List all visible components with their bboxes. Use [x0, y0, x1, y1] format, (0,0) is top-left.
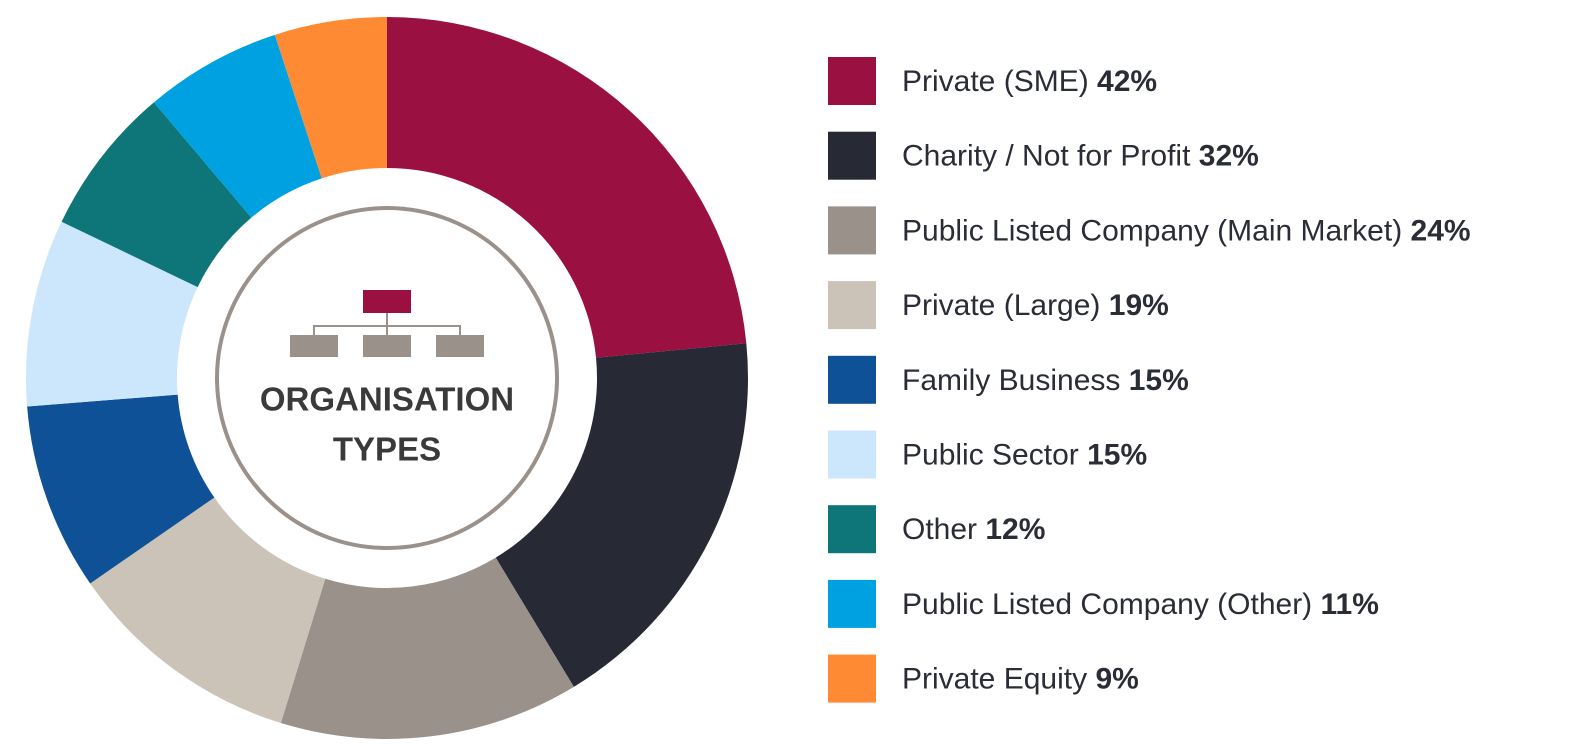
legend-value: 24%: [1411, 214, 1471, 247]
legend-value: 15%: [1087, 438, 1147, 471]
inner-ring: [215, 206, 559, 550]
slice: [274, 17, 387, 179]
legend-label: Private (Large) 19%: [902, 289, 1169, 322]
legend-swatch: [828, 579, 876, 628]
slice: [26, 221, 198, 407]
center-icon: [290, 290, 484, 357]
legend-category: Public Listed Company (Main Market): [902, 214, 1402, 247]
legend-swatch: [828, 57, 876, 105]
legend-value: 11%: [1321, 588, 1379, 621]
legend-value: 42%: [1097, 65, 1157, 98]
legend-category: Charity / Not for Profit: [902, 140, 1191, 173]
legend-swatch: [828, 131, 876, 180]
legend-label: Public Listed Company (Other) 11%: [902, 588, 1379, 621]
legend-swatch: [828, 430, 876, 479]
legend-label: Public Sector 15%: [902, 438, 1147, 471]
slice: [90, 497, 326, 724]
slice: [61, 102, 252, 288]
slice: [495, 343, 748, 687]
legend-swatch: [828, 505, 876, 554]
legend-label: Other 12%: [902, 513, 1045, 546]
slice: [387, 17, 747, 358]
legend-value: 15%: [1129, 364, 1189, 397]
legend-category: Private Equity: [902, 663, 1087, 696]
slice: [27, 394, 215, 584]
slice: [153, 34, 322, 218]
legend-label: Private (SME) 42%: [902, 65, 1157, 98]
legend-label: Family Business 15%: [902, 364, 1189, 397]
legend-category: Private (Large): [902, 289, 1100, 322]
legend-swatch: [828, 281, 876, 330]
legend-category: Private (SME): [902, 65, 1089, 98]
legend-label: Public Listed Company (Main Market) 24%: [902, 214, 1471, 247]
legend-swatch: [828, 355, 876, 404]
legend-value: 9%: [1095, 663, 1138, 696]
legend-label: Charity / Not for Profit 32%: [902, 140, 1259, 173]
legend-value: 32%: [1199, 140, 1259, 173]
slice: [280, 557, 574, 739]
legend-category: Other: [902, 513, 977, 546]
center-label: ORGANISATION: [260, 381, 514, 418]
center-label: TYPES: [333, 431, 441, 468]
legend-value: 12%: [985, 513, 1045, 546]
legend-swatch: [828, 654, 876, 703]
legend-label: Private Equity 9%: [902, 663, 1139, 696]
legend-category: Family Business: [902, 364, 1120, 397]
legend-value: 19%: [1109, 289, 1169, 322]
legend-swatch: [828, 206, 876, 255]
legend-category: Public Listed Company (Other): [902, 588, 1312, 621]
legend-category: Public Sector: [902, 438, 1079, 471]
